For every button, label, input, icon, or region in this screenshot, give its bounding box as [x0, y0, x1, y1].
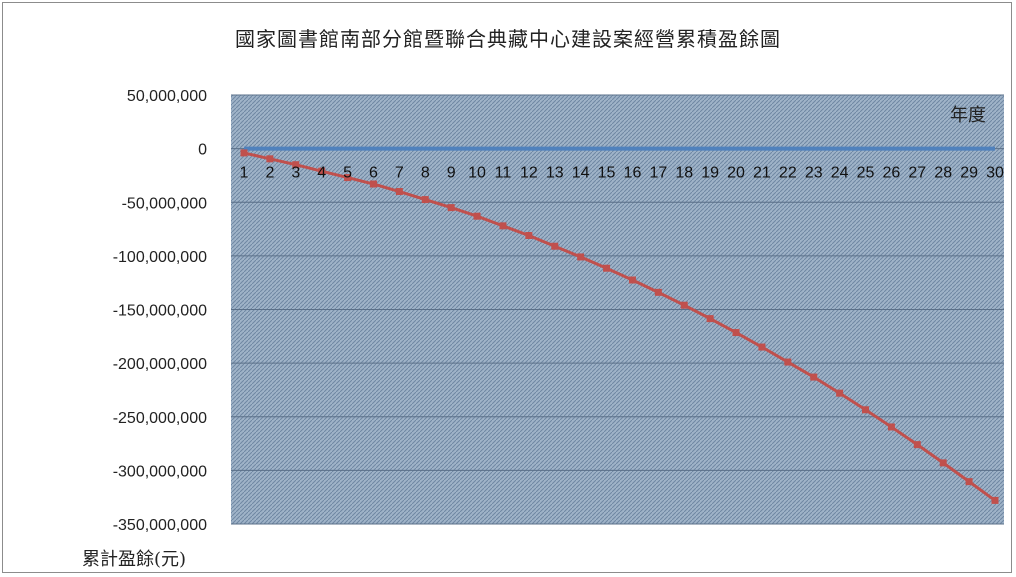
- x-tick-label: 18: [675, 165, 693, 182]
- y-axis-label: 累計盈餘(元): [82, 549, 187, 570]
- x-tick-label: 3: [291, 165, 300, 182]
- data-point-marker: [887, 423, 895, 431]
- x-tick-label: 22: [779, 165, 797, 182]
- x-tick-label: 13: [546, 165, 564, 182]
- series-line-cumulative: [243, 151, 996, 502]
- data-point-marker: [732, 329, 740, 337]
- data-point-marker: [525, 231, 533, 239]
- data-point-marker: [680, 301, 688, 309]
- data-point-marker: [706, 315, 714, 323]
- data-point-marker: [344, 174, 352, 182]
- x-tick-label: 6: [369, 165, 378, 182]
- x-tick-label: 15: [598, 165, 616, 182]
- y-tick-label: 50,000,000: [127, 88, 207, 105]
- data-point-marker: [421, 196, 429, 204]
- x-tick-label: 10: [468, 165, 486, 182]
- y-tick-label: -150,000,000: [113, 303, 207, 320]
- data-point-marker: [369, 180, 377, 188]
- data-point-marker: [499, 222, 507, 230]
- data-point-marker: [395, 188, 403, 196]
- x-tick-label: 9: [447, 165, 456, 182]
- x-tick-label: 29: [960, 165, 978, 182]
- x-tick-label: 7: [395, 165, 404, 182]
- x-tick-label: 2: [265, 165, 274, 182]
- data-point-marker: [318, 167, 326, 175]
- data-point-marker: [551, 242, 559, 250]
- x-tick-label: 12: [520, 165, 538, 182]
- x-tick-label: 24: [831, 165, 849, 182]
- data-point-marker: [266, 155, 274, 163]
- data-point-marker: [991, 496, 999, 504]
- x-tick-label: 4: [317, 165, 326, 182]
- x-axis-label: 年度: [950, 105, 986, 126]
- x-tick-label: 19: [701, 165, 719, 182]
- x-tick-label: 8: [421, 165, 430, 182]
- x-tick-label: 20: [727, 165, 745, 182]
- data-point-marker: [965, 478, 973, 486]
- x-tick-label: 23: [805, 165, 823, 182]
- x-tick-label: 14: [572, 165, 590, 182]
- x-tick-label: 26: [883, 165, 901, 182]
- data-point-marker: [810, 373, 818, 381]
- x-tick-label: 30: [986, 165, 1004, 182]
- data-point-marker: [784, 358, 792, 366]
- x-tick-label: 1: [240, 165, 249, 182]
- y-tick-label: -200,000,000: [113, 356, 207, 373]
- x-tick-label: 27: [908, 165, 926, 182]
- x-tick-label: 28: [934, 165, 952, 182]
- y-tick-label: -250,000,000: [113, 410, 207, 427]
- data-point-marker: [292, 161, 300, 169]
- data-point-marker: [758, 343, 766, 351]
- data-point-marker: [603, 264, 611, 272]
- data-point-marker: [939, 459, 947, 467]
- x-tick-label: 25: [857, 165, 875, 182]
- y-tick-label: 0: [198, 142, 207, 159]
- data-point-marker: [862, 406, 870, 414]
- data-point-marker: [628, 276, 636, 284]
- data-point-marker: [447, 204, 455, 212]
- y-tick-label: -50,000,000: [122, 195, 208, 212]
- y-tick-label: -350,000,000: [113, 517, 207, 534]
- x-tick-label: 11: [495, 165, 512, 182]
- data-point-marker: [913, 441, 921, 449]
- data-point-marker: [240, 149, 248, 157]
- x-tick-label: 16: [624, 165, 642, 182]
- chart-title: 國家圖書館南部分館暨聯合典藏中心建設案經營累積盈餘圖: [235, 27, 781, 51]
- data-point-marker: [836, 389, 844, 397]
- y-tick-label: -100,000,000: [113, 249, 207, 266]
- x-tick-label: 5: [343, 165, 352, 182]
- x-tick-label: 17: [649, 165, 667, 182]
- data-point-marker: [577, 253, 585, 261]
- y-tick-label: -300,000,000: [113, 463, 207, 480]
- data-point-marker: [654, 288, 662, 296]
- x-tick-label: 21: [753, 165, 771, 182]
- data-point-marker: [473, 212, 481, 220]
